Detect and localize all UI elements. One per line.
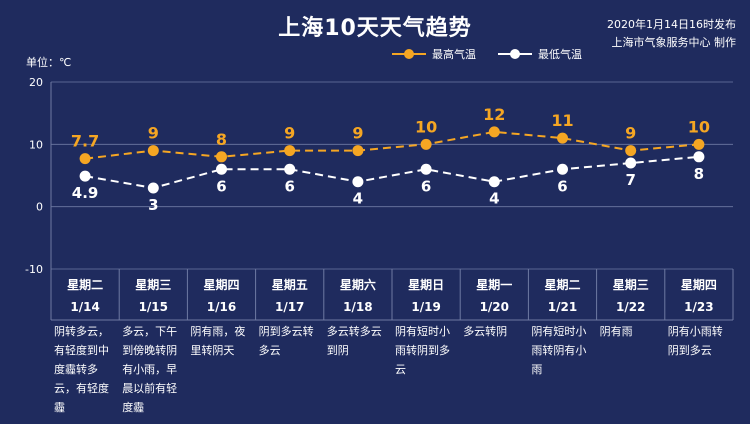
date-label: 1/14 [70, 300, 99, 314]
low-temp-point [216, 163, 227, 175]
high-temp-point [147, 145, 159, 157]
weather-description: 阴有小雨转阴到多云 [667, 325, 723, 357]
weekday-label: 星期六 [340, 277, 376, 292]
series-line-high [84, 130, 699, 160]
date-label: 1/15 [139, 300, 168, 314]
date-label: 1/16 [207, 300, 236, 314]
low-temp-label: 4 [489, 190, 499, 208]
high-temp-point [79, 153, 91, 165]
weekday-label: 星期五 [272, 277, 308, 292]
weather-description: 阴有短时小雨转阴到多云 [395, 325, 450, 376]
date-label: 1/17 [275, 300, 304, 314]
weekday-label: 星期日 [408, 277, 444, 292]
weekday-label: 星期二 [67, 277, 103, 292]
low-temp-point [693, 151, 705, 163]
high-temp-point [420, 138, 432, 150]
weather-description: 阴有短时小雨转阴有小雨 [531, 325, 587, 376]
legend-low-label: 最低气温 [538, 48, 582, 61]
date-label: 1/22 [616, 300, 645, 314]
y-tick-label: 0 [36, 201, 43, 214]
high-temp-label: 8 [216, 130, 227, 149]
high-temp-label: 12 [483, 105, 505, 124]
weather-description: 多云，下午到傍晚转阴有小雨，早晨以前有轻度霾 [122, 325, 178, 414]
high-temp-label: 9 [148, 124, 159, 143]
high-temp-point [693, 138, 705, 150]
weekday-label: 星期三 [135, 277, 171, 292]
low-temp-label: 6 [421, 177, 431, 195]
high-temp-point [557, 132, 568, 144]
high-temp-point [284, 145, 296, 157]
low-temp-point [284, 163, 296, 175]
legend-item-low: 最低气温 [498, 46, 582, 62]
publish-time: 2020年1月14日16时发布 [607, 18, 736, 31]
low-temp-label: 6 [284, 177, 294, 195]
low-temp-point [625, 157, 637, 169]
weather-description: 多云转多云到阴 [326, 325, 382, 357]
date-label: 1/18 [343, 300, 372, 314]
series-line-low [84, 155, 699, 189]
legend-low-marker-icon [498, 49, 532, 59]
low-temp-point [557, 163, 568, 175]
legend-high-marker-icon [392, 49, 426, 59]
weekday-label: 星期二 [544, 277, 580, 292]
high-temp-label: 10 [415, 117, 437, 136]
date-label: 1/19 [411, 300, 440, 314]
low-temp-label: 6 [557, 177, 567, 195]
high-temp-label: 7.7 [71, 132, 99, 151]
weather-description: 阴有雨，夜里转阴天 [190, 325, 246, 357]
publisher: 上海市气象服务中心 制作 [611, 36, 737, 49]
high-temp-point [216, 151, 227, 163]
high-temp-label: 11 [551, 111, 573, 130]
legend-high-label: 最高气温 [432, 48, 476, 61]
date-label: 1/21 [548, 300, 577, 314]
low-temp-point [352, 176, 364, 188]
low-temp-label: 4.9 [72, 184, 99, 202]
weekday-label: 星期四 [681, 277, 717, 292]
legend-item-high: 最高气温 [392, 46, 476, 62]
y-tick-label: 20 [29, 76, 43, 89]
weather-description: 阴到多云转多云 [258, 325, 314, 357]
weather-description: 多云转阴 [463, 325, 508, 338]
high-temp-point [352, 145, 364, 157]
low-temp-point [79, 170, 91, 182]
weekday-label: 星期三 [613, 277, 649, 292]
high-temp-label: 9 [625, 124, 636, 143]
low-temp-label: 4 [353, 190, 363, 208]
date-label: 1/20 [480, 300, 509, 314]
high-temp-point [625, 145, 637, 157]
date-label: 1/23 [684, 300, 713, 314]
high-temp-label: 10 [688, 117, 710, 136]
publish-info: 2020年1月14日16时发布 上海市气象服务中心 制作 [607, 16, 736, 52]
low-temp-point [488, 176, 500, 188]
weekday-label: 星期一 [476, 277, 512, 292]
low-temp-label: 7 [625, 171, 635, 189]
weekday-label: 星期四 [203, 277, 239, 292]
unit-label: 单位：℃ [26, 56, 72, 69]
page-title: 上海10天天气趋势 [278, 16, 472, 41]
weather-description: 阴有雨 [599, 325, 633, 338]
high-temp-label: 9 [284, 124, 295, 143]
low-temp-label: 3 [148, 196, 158, 214]
y-tick-label: 10 [29, 138, 43, 151]
low-temp-point [420, 163, 432, 175]
high-temp-point [488, 126, 500, 138]
low-temp-label: 8 [694, 165, 704, 183]
low-temp-label: 6 [216, 177, 226, 195]
high-temp-label: 9 [352, 124, 363, 143]
low-temp-point [147, 182, 159, 194]
weather-description: 阴转多云，有轻度到中度霾转多云，有轻度霾 [54, 325, 109, 414]
y-tick-label: -10 [25, 263, 43, 276]
